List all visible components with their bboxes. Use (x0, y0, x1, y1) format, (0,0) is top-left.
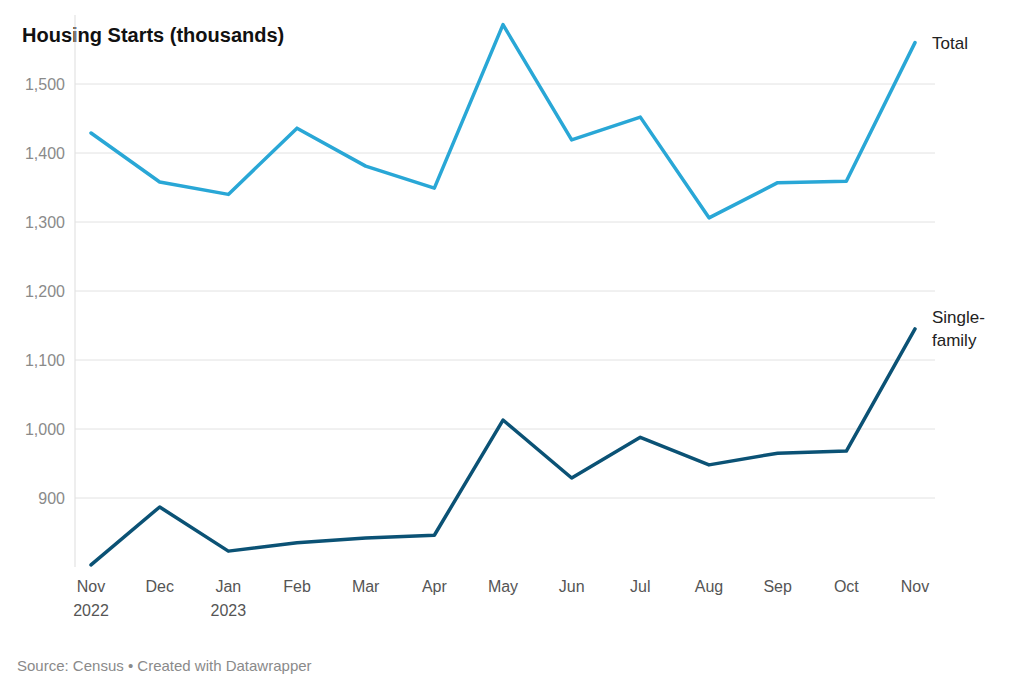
x-tick-label-part: Nov (77, 578, 105, 595)
x-tick-label-part: Oct (834, 578, 859, 595)
x-tick-label-part: Aug (695, 578, 723, 595)
x-tick-label: Sep (763, 578, 792, 595)
plot-area (91, 25, 915, 565)
chart: Housing Starts (thousands) 900 1,000 1,100 1… (0, 0, 1024, 694)
grid-line (75, 360, 935, 361)
y-tick-label: 1,200 (25, 283, 65, 300)
x-tick-label: Nov (901, 578, 929, 595)
x-tick-label-part: Jul (630, 578, 650, 595)
x-tick-label: Apr (422, 578, 448, 595)
x-tick-label: Oct (834, 578, 859, 595)
x-tick-label-part: Jan (215, 578, 241, 595)
x-tick-label: Jul (630, 578, 650, 595)
series-label: Total (932, 34, 968, 53)
x-tick-label: Jan 2023 (211, 578, 247, 619)
grid-line (75, 84, 935, 85)
series-line (91, 329, 915, 565)
source: Source: Census • Created with Datawrappe… (17, 657, 312, 674)
y-tick-label: 900 (38, 490, 65, 507)
x-tick-label-part: Feb (283, 578, 311, 595)
x-tick-label-part: May (488, 578, 518, 595)
x-tick-label-part: Dec (145, 578, 173, 595)
grid-line (75, 222, 935, 223)
y-tick-label: 1,100 (25, 352, 65, 369)
x-tick-label-part: 2023 (211, 602, 247, 619)
x-tick-label-part: Sep (763, 578, 792, 595)
x-tick-label: Dec (145, 578, 173, 595)
x-tick-label: May (488, 578, 518, 595)
x-tick-label: Jun (559, 578, 585, 595)
x-tick-label: Nov 2022 (73, 578, 109, 619)
x-tick-label: Aug (695, 578, 723, 595)
grid-line (75, 429, 935, 430)
x-tick-label-part: Mar (352, 578, 380, 595)
x-tick-label: Mar (352, 578, 380, 595)
grid-line (75, 153, 935, 154)
series-label-part: Total (932, 34, 968, 53)
series-label: Single-family (932, 308, 985, 350)
x-tick-label-part: Jun (559, 578, 585, 595)
x-tick-label-part: 2022 (73, 602, 109, 619)
x-tick-label-part: Apr (422, 578, 448, 595)
y-tick-label: 1,500 (25, 76, 65, 93)
x-tick-label: Feb (283, 578, 311, 595)
y-tick-label: 1,000 (25, 421, 65, 438)
x-tick-label-part: Nov (901, 578, 929, 595)
title: Housing Starts (thousands) (22, 24, 284, 46)
y-tick-label: 1,400 (25, 145, 65, 162)
series-label-part: family (932, 331, 977, 350)
y-tick-label: 1,300 (25, 214, 65, 231)
grid-line (75, 291, 935, 292)
series-label-part: Single- (932, 308, 985, 327)
grid-line (75, 498, 935, 499)
series-line (91, 25, 915, 218)
